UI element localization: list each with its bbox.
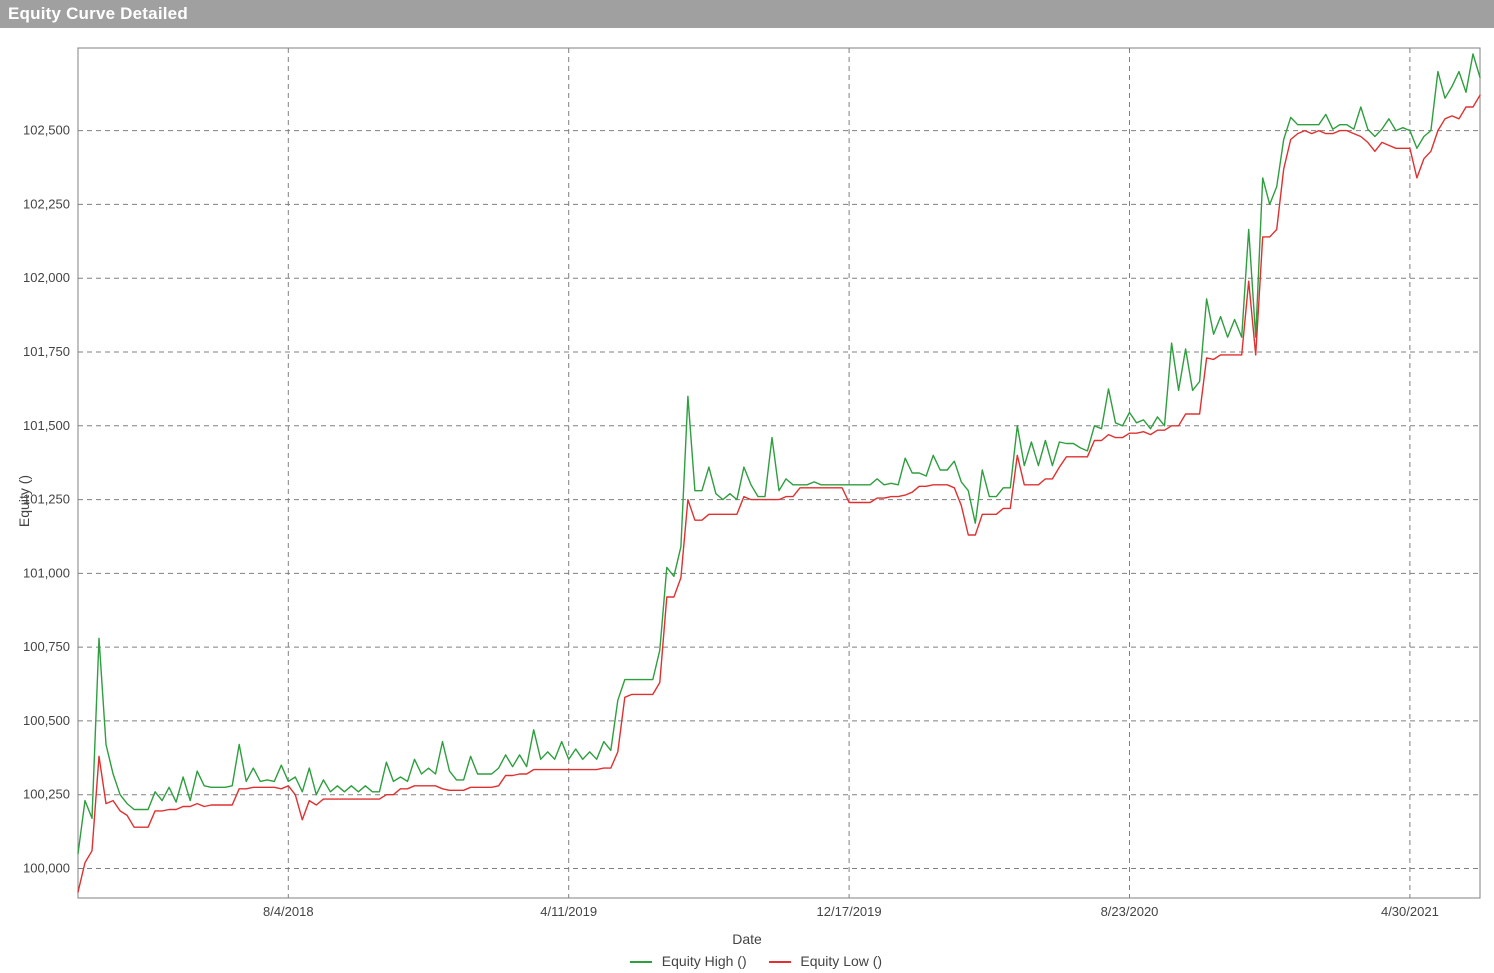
svg-text:100,750: 100,750 <box>23 639 70 654</box>
legend-label-high: Equity High () <box>662 953 747 969</box>
svg-text:8/4/2018: 8/4/2018 <box>263 904 314 919</box>
svg-text:100,250: 100,250 <box>23 787 70 802</box>
equity-curve-panel: Equity Curve Detailed 100,000 100,250 100,… <box>0 0 1494 973</box>
legend-label-low: Equity Low () <box>800 953 882 969</box>
svg-text:102,000: 102,000 <box>23 270 70 285</box>
y-axis-label: Equity () <box>16 474 32 526</box>
legend-swatch-low <box>769 961 791 963</box>
svg-text:102,500: 102,500 <box>23 123 70 138</box>
chart-legend: Equity High () Equity Low () <box>0 953 1494 969</box>
svg-text:101,000: 101,000 <box>23 565 70 580</box>
svg-text:100,000: 100,000 <box>23 860 70 875</box>
equity-chart-svg: 100,000100,250100,500100,750101,000101,2… <box>0 28 1494 973</box>
x-axis-label: Date <box>0 931 1494 947</box>
svg-text:4/11/2019: 4/11/2019 <box>540 904 597 919</box>
svg-text:8/23/2020: 8/23/2020 <box>1101 904 1159 919</box>
svg-text:12/17/2019: 12/17/2019 <box>817 904 882 919</box>
svg-text:4/30/2021: 4/30/2021 <box>1381 904 1439 919</box>
svg-text:101,500: 101,500 <box>23 418 70 433</box>
legend-swatch-high <box>630 961 652 963</box>
plot-area: 100,000100,250100,500100,750101,000101,2… <box>0 28 1494 973</box>
svg-text:102,250: 102,250 <box>23 196 70 211</box>
svg-text:100,500: 100,500 <box>23 713 70 728</box>
svg-text:101,750: 101,750 <box>23 344 70 359</box>
panel-title: Equity Curve Detailed <box>0 0 1494 28</box>
